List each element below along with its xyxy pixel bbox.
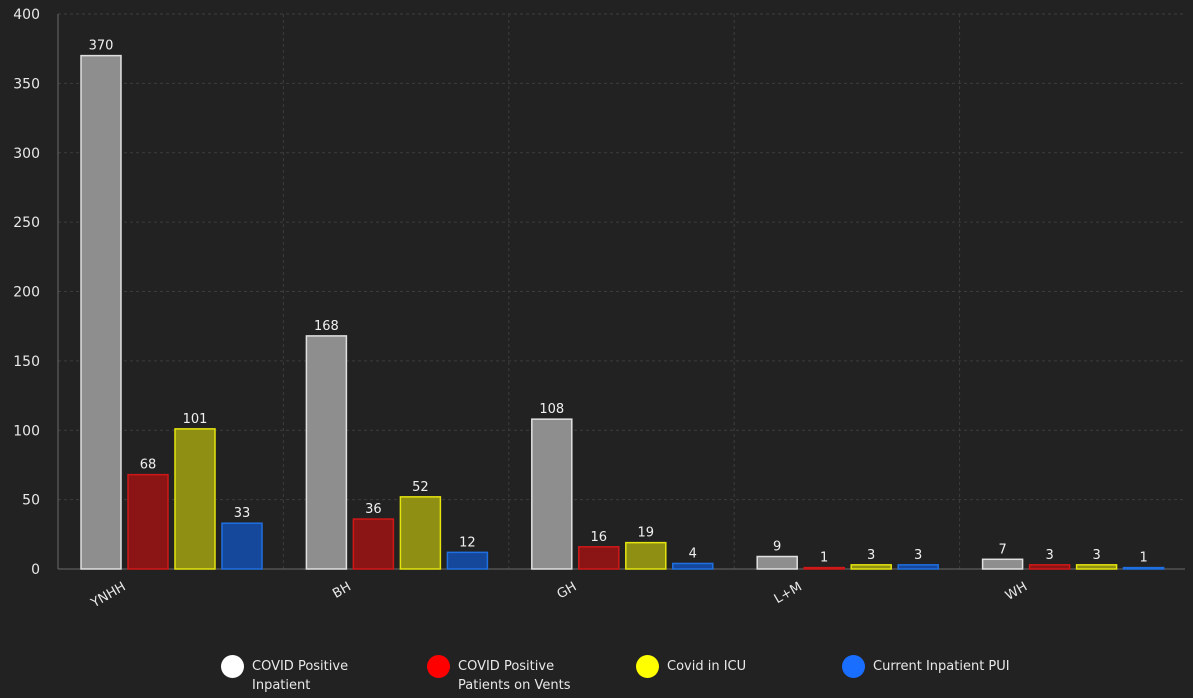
y-tick-label: 0 <box>31 562 40 578</box>
data-label: 33 <box>234 506 251 521</box>
bar <box>756 555 798 570</box>
bar <box>399 496 442 570</box>
chart-legend: COVID Positive Inpatient COVID Positive … <box>0 655 1193 698</box>
legend-label: Current Inpatient PUI <box>873 659 1010 674</box>
data-label: 1 <box>820 551 828 566</box>
x-tick-label: L+M <box>772 579 805 607</box>
bar <box>127 473 169 570</box>
data-label: 52 <box>412 480 429 495</box>
data-label: 168 <box>314 319 339 334</box>
data-label: 1 <box>1139 551 1147 566</box>
data-label: 370 <box>89 39 114 54</box>
legend-swatch <box>221 655 244 678</box>
bar <box>531 418 573 570</box>
bar <box>446 551 489 570</box>
x-tick-label: WH <box>1003 579 1030 603</box>
y-tick-label: 400 <box>13 7 40 23</box>
data-label: 36 <box>365 502 382 517</box>
y-tick-label: 300 <box>13 146 40 162</box>
legend-swatch <box>427 655 450 678</box>
x-tick-label: YNHH <box>88 579 129 611</box>
legend-swatch <box>842 655 865 678</box>
legend-item-covid-in-icu[interactable]: Covid in ICU <box>636 655 797 678</box>
data-label: 19 <box>638 526 655 541</box>
data-label: 3 <box>1045 548 1053 563</box>
bar <box>221 522 263 570</box>
data-label: 4 <box>689 546 697 561</box>
y-tick-label: 350 <box>13 76 40 92</box>
data-label: 68 <box>140 458 157 473</box>
y-tick-label: 200 <box>13 285 40 301</box>
bar <box>578 546 620 570</box>
legend-item-covid-positive-inpatient[interactable]: COVID Positive Inpatient <box>221 655 382 695</box>
legend-item-current-inpatient-pui[interactable]: Current Inpatient PUI <box>842 655 1043 678</box>
bar <box>1028 564 1071 570</box>
data-label: 3 <box>1092 548 1100 563</box>
data-label: 3 <box>867 548 875 563</box>
data-label: 3 <box>914 548 922 563</box>
y-tick-label: 250 <box>13 215 40 231</box>
legend-label: COVID Positive Patients on Vents <box>458 659 571 693</box>
bar <box>672 562 714 570</box>
bar <box>352 518 395 570</box>
data-label: 101 <box>183 412 208 427</box>
bar <box>803 566 845 570</box>
data-label: 9 <box>773 540 781 555</box>
bar <box>80 54 122 570</box>
legend-label: COVID Positive Inpatient <box>252 659 349 693</box>
data-label: 108 <box>539 402 564 417</box>
bar <box>305 335 348 570</box>
y-tick-label: 100 <box>13 423 40 439</box>
y-tick-label: 50 <box>22 493 40 509</box>
legend-swatch <box>636 655 659 678</box>
bar <box>1122 566 1165 570</box>
bar <box>981 558 1024 570</box>
data-label: 7 <box>998 542 1006 557</box>
data-label: 16 <box>591 530 608 545</box>
x-tick-label: GH <box>555 579 580 602</box>
bar <box>1075 564 1118 570</box>
bar <box>850 564 892 570</box>
y-tick-label: 150 <box>13 354 40 370</box>
legend-item-covid-positive-vents[interactable]: COVID Positive Patients on Vents <box>427 655 588 695</box>
x-tick-label: BH <box>330 579 354 601</box>
bar <box>625 541 667 570</box>
bar <box>897 564 939 570</box>
legend-label: Covid in ICU <box>667 659 747 674</box>
bar <box>174 428 216 570</box>
data-label: 12 <box>459 535 476 550</box>
